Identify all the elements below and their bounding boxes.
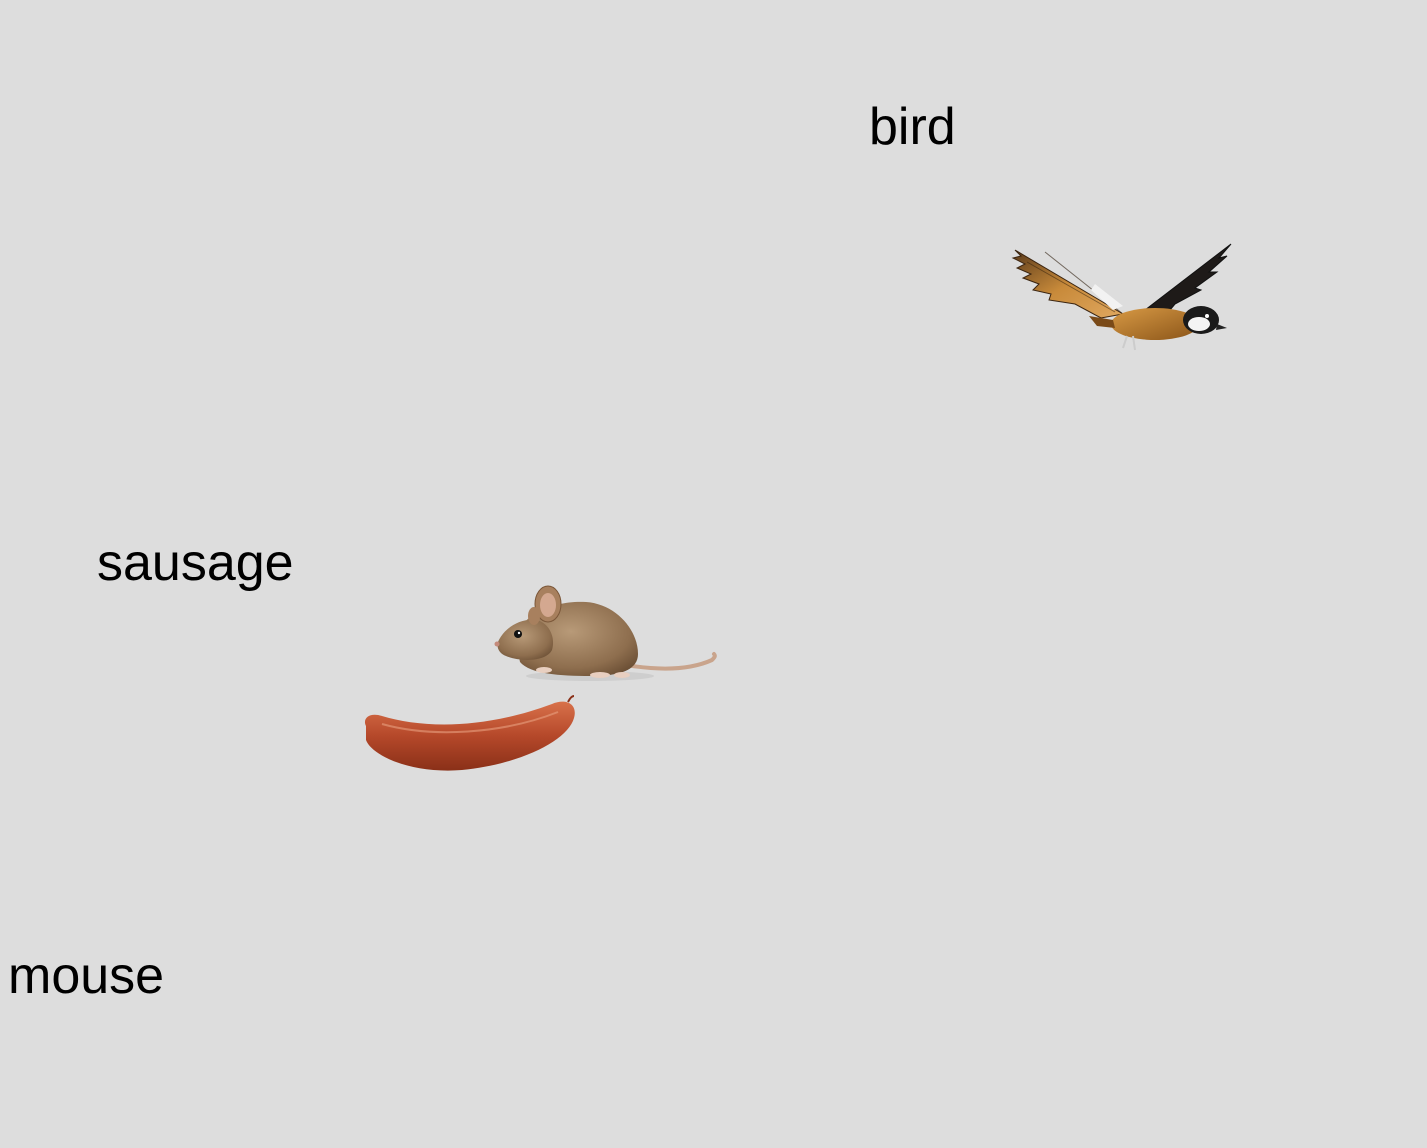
mouse-icon[interactable] [490,578,720,686]
sausage-icon[interactable] [352,690,582,778]
bird-label[interactable]: bird [869,98,956,156]
mouse-label[interactable]: mouse [8,947,165,1005]
bird-icon[interactable] [1005,232,1240,360]
sausage-label[interactable]: sausage [97,534,294,592]
